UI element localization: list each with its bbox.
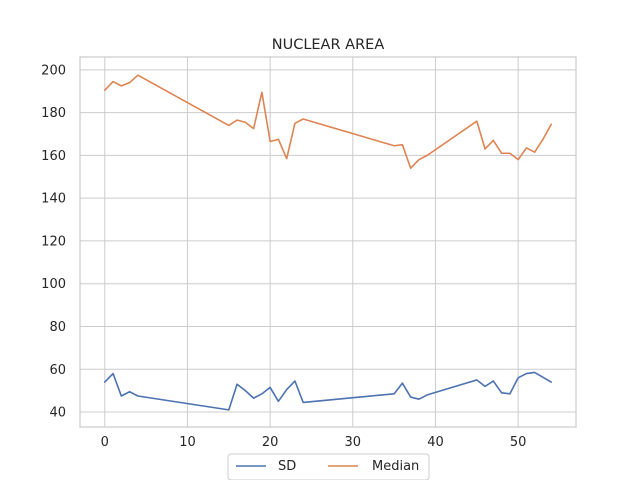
y-tick-label: 120 bbox=[41, 234, 66, 249]
y-tick-label: 100 bbox=[41, 277, 66, 292]
y-tick-label: 140 bbox=[41, 192, 66, 207]
tick-layer: 0 10 20 30 40 50 40 60 80 100 120 140 160 180 200 bbox=[41, 63, 526, 450]
y-tick-label: 60 bbox=[49, 363, 66, 378]
x-tick-label: 40 bbox=[427, 435, 444, 450]
y-tick-label: 180 bbox=[41, 106, 66, 121]
plot-frame bbox=[79, 56, 577, 428]
x-tick-label: 30 bbox=[345, 435, 362, 450]
chart-title: NUCLEAR AREA bbox=[272, 37, 385, 53]
y-tick-label: 40 bbox=[49, 406, 66, 421]
legend-label-median: Median bbox=[372, 459, 419, 474]
y-tick-label: 80 bbox=[49, 320, 66, 335]
series-line-sd bbox=[104, 371, 552, 411]
y-tick-label: 200 bbox=[41, 63, 66, 78]
x-tick-label: 0 bbox=[101, 435, 109, 450]
x-tick-label: 10 bbox=[179, 435, 196, 450]
series-layer bbox=[104, 74, 552, 411]
legend: SD Median bbox=[227, 453, 430, 480]
series-line-median bbox=[104, 74, 552, 170]
legend-box bbox=[227, 453, 430, 480]
y-tick-label: 160 bbox=[41, 149, 66, 164]
legend-label-sd: SD bbox=[278, 459, 296, 474]
x-tick-label: 20 bbox=[262, 435, 279, 450]
x-tick-label: 50 bbox=[510, 435, 527, 450]
grid-layer bbox=[80, 57, 576, 427]
